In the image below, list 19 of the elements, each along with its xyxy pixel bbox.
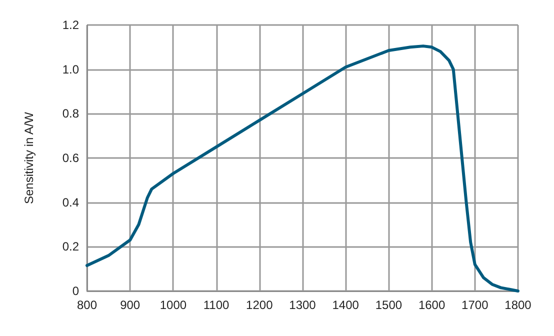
- x-tick-label: 1000: [160, 298, 187, 312]
- x-tick-label: 1600: [418, 298, 446, 312]
- x-tick-label: 800: [76, 298, 98, 312]
- x-tick-label: 1400: [332, 298, 360, 312]
- x-tick-label: 1500: [375, 298, 402, 312]
- x-tick-label: 1300: [289, 298, 316, 312]
- y-tick-label: 0.4: [62, 195, 80, 210]
- y-tick-label: 1.2: [62, 18, 80, 32]
- x-tick-label: 1700: [462, 298, 489, 312]
- y-tick-label: 0.8: [62, 106, 80, 121]
- y-tick-label: 0: [72, 284, 80, 298]
- x-tick-label: 1800: [504, 298, 532, 312]
- y-tick-label: 1.0: [62, 62, 80, 76]
- x-tick-label: 1200: [246, 298, 274, 312]
- y-tick-label: 0.2: [62, 240, 80, 254]
- y-tick-label: 0.6: [62, 151, 80, 165]
- y-axis-title: Sensitivity in A/W: [22, 111, 36, 204]
- x-tick-label: 900: [120, 298, 140, 312]
- x-tick-label: 1100: [203, 298, 230, 312]
